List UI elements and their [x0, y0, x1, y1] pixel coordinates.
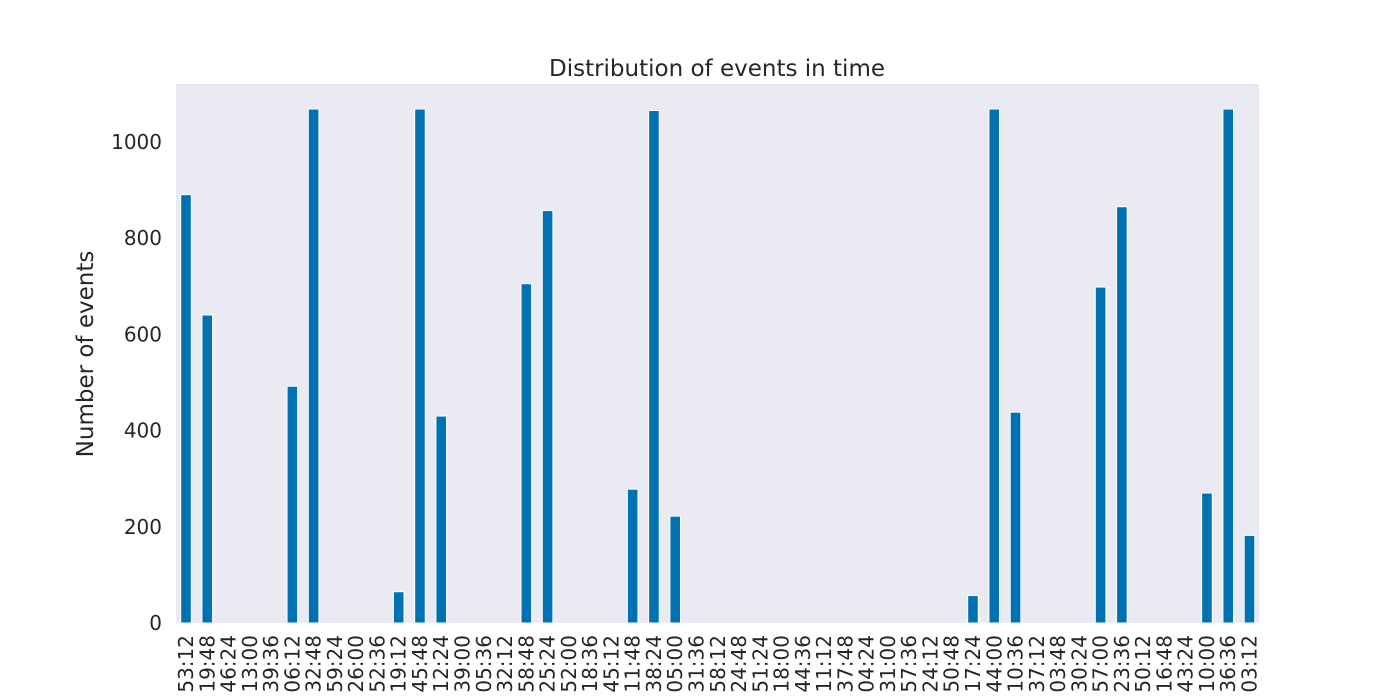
- y-axis: 0 200 400 600 800 1000: [111, 130, 162, 635]
- x-tick-label: 37:12: [1025, 635, 1049, 693]
- bar: [180, 194, 192, 624]
- bar: [988, 108, 1001, 624]
- x-tick-label: 03:48: [1046, 635, 1070, 693]
- y-tick-label: 400: [124, 419, 162, 443]
- x-tick-label: 39:00: [451, 635, 475, 693]
- x-tick-label: 10:36: [1004, 635, 1028, 693]
- chart-title: Distribution of events in time: [549, 56, 885, 82]
- x-tick-label: 11:48: [621, 635, 645, 693]
- bar: [307, 108, 320, 624]
- plot-area: [176, 84, 1259, 623]
- x-tick-label: 36:36: [1216, 635, 1240, 693]
- bar: [1201, 492, 1213, 624]
- x-tick-label: 12:24: [429, 635, 453, 693]
- x-tick-label: 57:00: [1089, 635, 1113, 693]
- x-tick-label: 23:36: [1110, 635, 1134, 693]
- x-tick-label: 57:36: [897, 635, 921, 693]
- bar: [541, 210, 554, 624]
- x-tick-label: 59:24: [323, 635, 347, 693]
- x-tick-label: 24:12: [918, 635, 942, 693]
- x-tick-label: 05:00: [663, 635, 687, 693]
- x-tick-label: 50:12: [1131, 635, 1155, 693]
- x-tick-label: 52:00: [557, 635, 581, 693]
- x-tick-label: 53:12: [174, 635, 198, 693]
- y-tick-label: 1000: [111, 130, 162, 154]
- bar: [967, 595, 979, 624]
- x-tick-label: 37:48: [833, 635, 857, 693]
- bar: [392, 591, 405, 624]
- bars: [180, 108, 1256, 624]
- bar: [1243, 534, 1256, 624]
- bar: [414, 108, 426, 624]
- x-tick-label: 58:12: [706, 635, 730, 693]
- bar: [648, 109, 660, 624]
- x-tick-label: 45:12: [599, 635, 623, 693]
- x-tick-label: 19:48: [195, 635, 219, 693]
- x-tick-label: 16:48: [1152, 635, 1176, 693]
- x-tick-label: 39:36: [259, 635, 283, 693]
- y-tick-label: 800: [124, 226, 162, 250]
- x-tick-label: 52:36: [365, 635, 389, 693]
- x-tick-label: 38:24: [642, 635, 666, 693]
- bar: [201, 314, 214, 624]
- x-tick-label: 43:24: [1174, 635, 1198, 693]
- x-tick-label: 11:12: [812, 635, 836, 693]
- y-tick-label: 200: [124, 515, 162, 539]
- x-tick-label: 30:24: [1067, 635, 1091, 693]
- x-tick-label: 51:24: [748, 635, 772, 693]
- bar: [1094, 286, 1107, 624]
- x-tick-label: 58:48: [514, 635, 538, 693]
- bar: [1116, 206, 1128, 624]
- bar: [520, 283, 533, 624]
- bar: [435, 415, 448, 624]
- x-tick-label: 46:24: [217, 635, 241, 693]
- x-tick-label: 45:48: [408, 635, 432, 693]
- x-tick-label: 05:36: [472, 635, 496, 693]
- x-tick-label: 18:36: [578, 635, 602, 693]
- y-tick-label: 600: [124, 322, 162, 346]
- x-axis: 53:1219:4846:2413:0039:3606:1232:4859:24…: [174, 635, 1262, 693]
- x-tick-label: 31:36: [684, 635, 708, 693]
- x-tick-label: 06:12: [280, 635, 304, 693]
- x-tick-label: 17:24: [961, 635, 985, 693]
- x-tick-label: 44:00: [982, 635, 1006, 693]
- x-tick-label: 50:48: [940, 635, 964, 693]
- bar: [669, 515, 682, 624]
- x-tick-label: 04:24: [855, 635, 879, 693]
- x-tick-label: 32:12: [493, 635, 517, 693]
- bar: [1009, 411, 1022, 624]
- x-tick-label: 26:00: [344, 635, 368, 693]
- y-axis-label: Number of events: [73, 251, 99, 458]
- bar: [286, 385, 299, 624]
- bar: [1222, 108, 1235, 624]
- x-tick-label: 10:00: [1195, 635, 1219, 693]
- x-tick-label: 25:24: [536, 635, 560, 693]
- x-tick-label: 44:36: [791, 635, 815, 693]
- y-tick-label: 0: [149, 611, 162, 635]
- x-tick-label: 31:00: [876, 635, 900, 693]
- bar: [626, 488, 639, 624]
- x-tick-label: 03:12: [1238, 635, 1262, 693]
- x-tick-label: 24:48: [727, 635, 751, 693]
- x-tick-label: 32:48: [302, 635, 326, 693]
- x-tick-label: 19:12: [387, 635, 411, 693]
- x-tick-label: 13:00: [238, 635, 262, 693]
- x-tick-label: 18:00: [770, 635, 794, 693]
